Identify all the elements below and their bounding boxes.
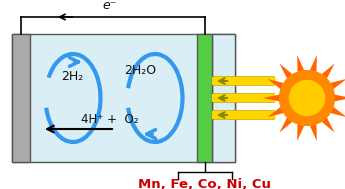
Text: Mn, Fe, Co, Ni, Cu: Mn, Fe, Co, Ni, Cu bbox=[138, 178, 271, 189]
Circle shape bbox=[279, 70, 335, 126]
Polygon shape bbox=[335, 95, 345, 101]
Polygon shape bbox=[263, 95, 279, 101]
Text: 2H₂O: 2H₂O bbox=[124, 64, 156, 77]
Bar bbox=[197, 34, 212, 162]
Polygon shape bbox=[331, 79, 345, 89]
Polygon shape bbox=[322, 64, 335, 78]
Bar bbox=[12, 34, 30, 162]
Polygon shape bbox=[279, 64, 292, 78]
Circle shape bbox=[289, 80, 325, 116]
Polygon shape bbox=[310, 55, 317, 72]
Polygon shape bbox=[322, 118, 335, 133]
Bar bbox=[12, 34, 235, 162]
Polygon shape bbox=[331, 107, 345, 117]
Polygon shape bbox=[267, 107, 283, 117]
Polygon shape bbox=[297, 124, 304, 141]
Polygon shape bbox=[279, 118, 292, 133]
Text: 4H⁺ +  O₂: 4H⁺ + O₂ bbox=[81, 113, 139, 126]
Bar bbox=[212, 34, 235, 162]
Circle shape bbox=[289, 80, 325, 116]
Text: 2H₂: 2H₂ bbox=[61, 70, 83, 84]
Circle shape bbox=[279, 70, 335, 126]
Polygon shape bbox=[297, 55, 304, 72]
Polygon shape bbox=[267, 79, 283, 89]
Polygon shape bbox=[310, 124, 317, 141]
Text: e⁻: e⁻ bbox=[103, 0, 117, 12]
